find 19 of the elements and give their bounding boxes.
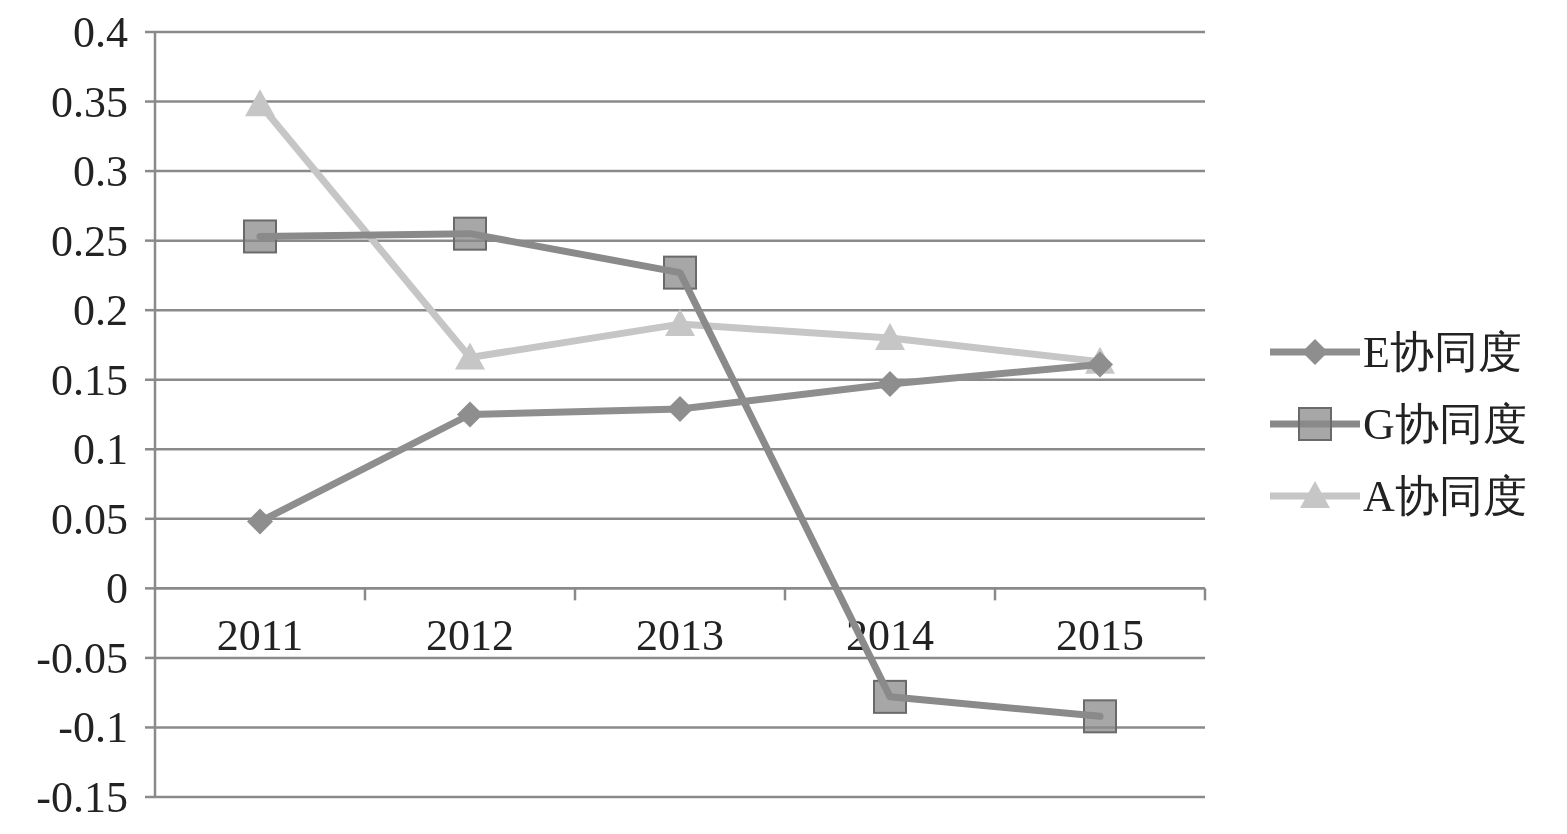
x-tick-label: 2012	[426, 611, 514, 661]
legend-label: G协同度	[1363, 400, 1527, 449]
y-tick-label: -0.15	[36, 773, 128, 822]
legend-label: A协同度	[1363, 472, 1527, 521]
legend-label: E协同度	[1363, 328, 1522, 377]
y-tick-label: -0.1	[58, 703, 128, 753]
y-tick-label: 0.05	[51, 494, 128, 544]
y-tick-label: -0.05	[36, 633, 128, 683]
y-tick-label: 0	[106, 564, 128, 614]
x-tick-label: 2013	[636, 611, 724, 661]
y-tick-label: 0.35	[51, 77, 128, 127]
y-tick-label: 0.1	[73, 425, 128, 475]
y-tick-label: 0.15	[51, 355, 128, 405]
x-tick-label: 2011	[216, 611, 304, 661]
x-tick-label: 2015	[1056, 611, 1144, 661]
y-tick-label: 0.4	[73, 8, 128, 57]
y-tick-label: 0.25	[51, 216, 128, 266]
y-tick-label: 0.3	[73, 147, 128, 197]
y-tick-label: 0.2	[73, 286, 128, 336]
